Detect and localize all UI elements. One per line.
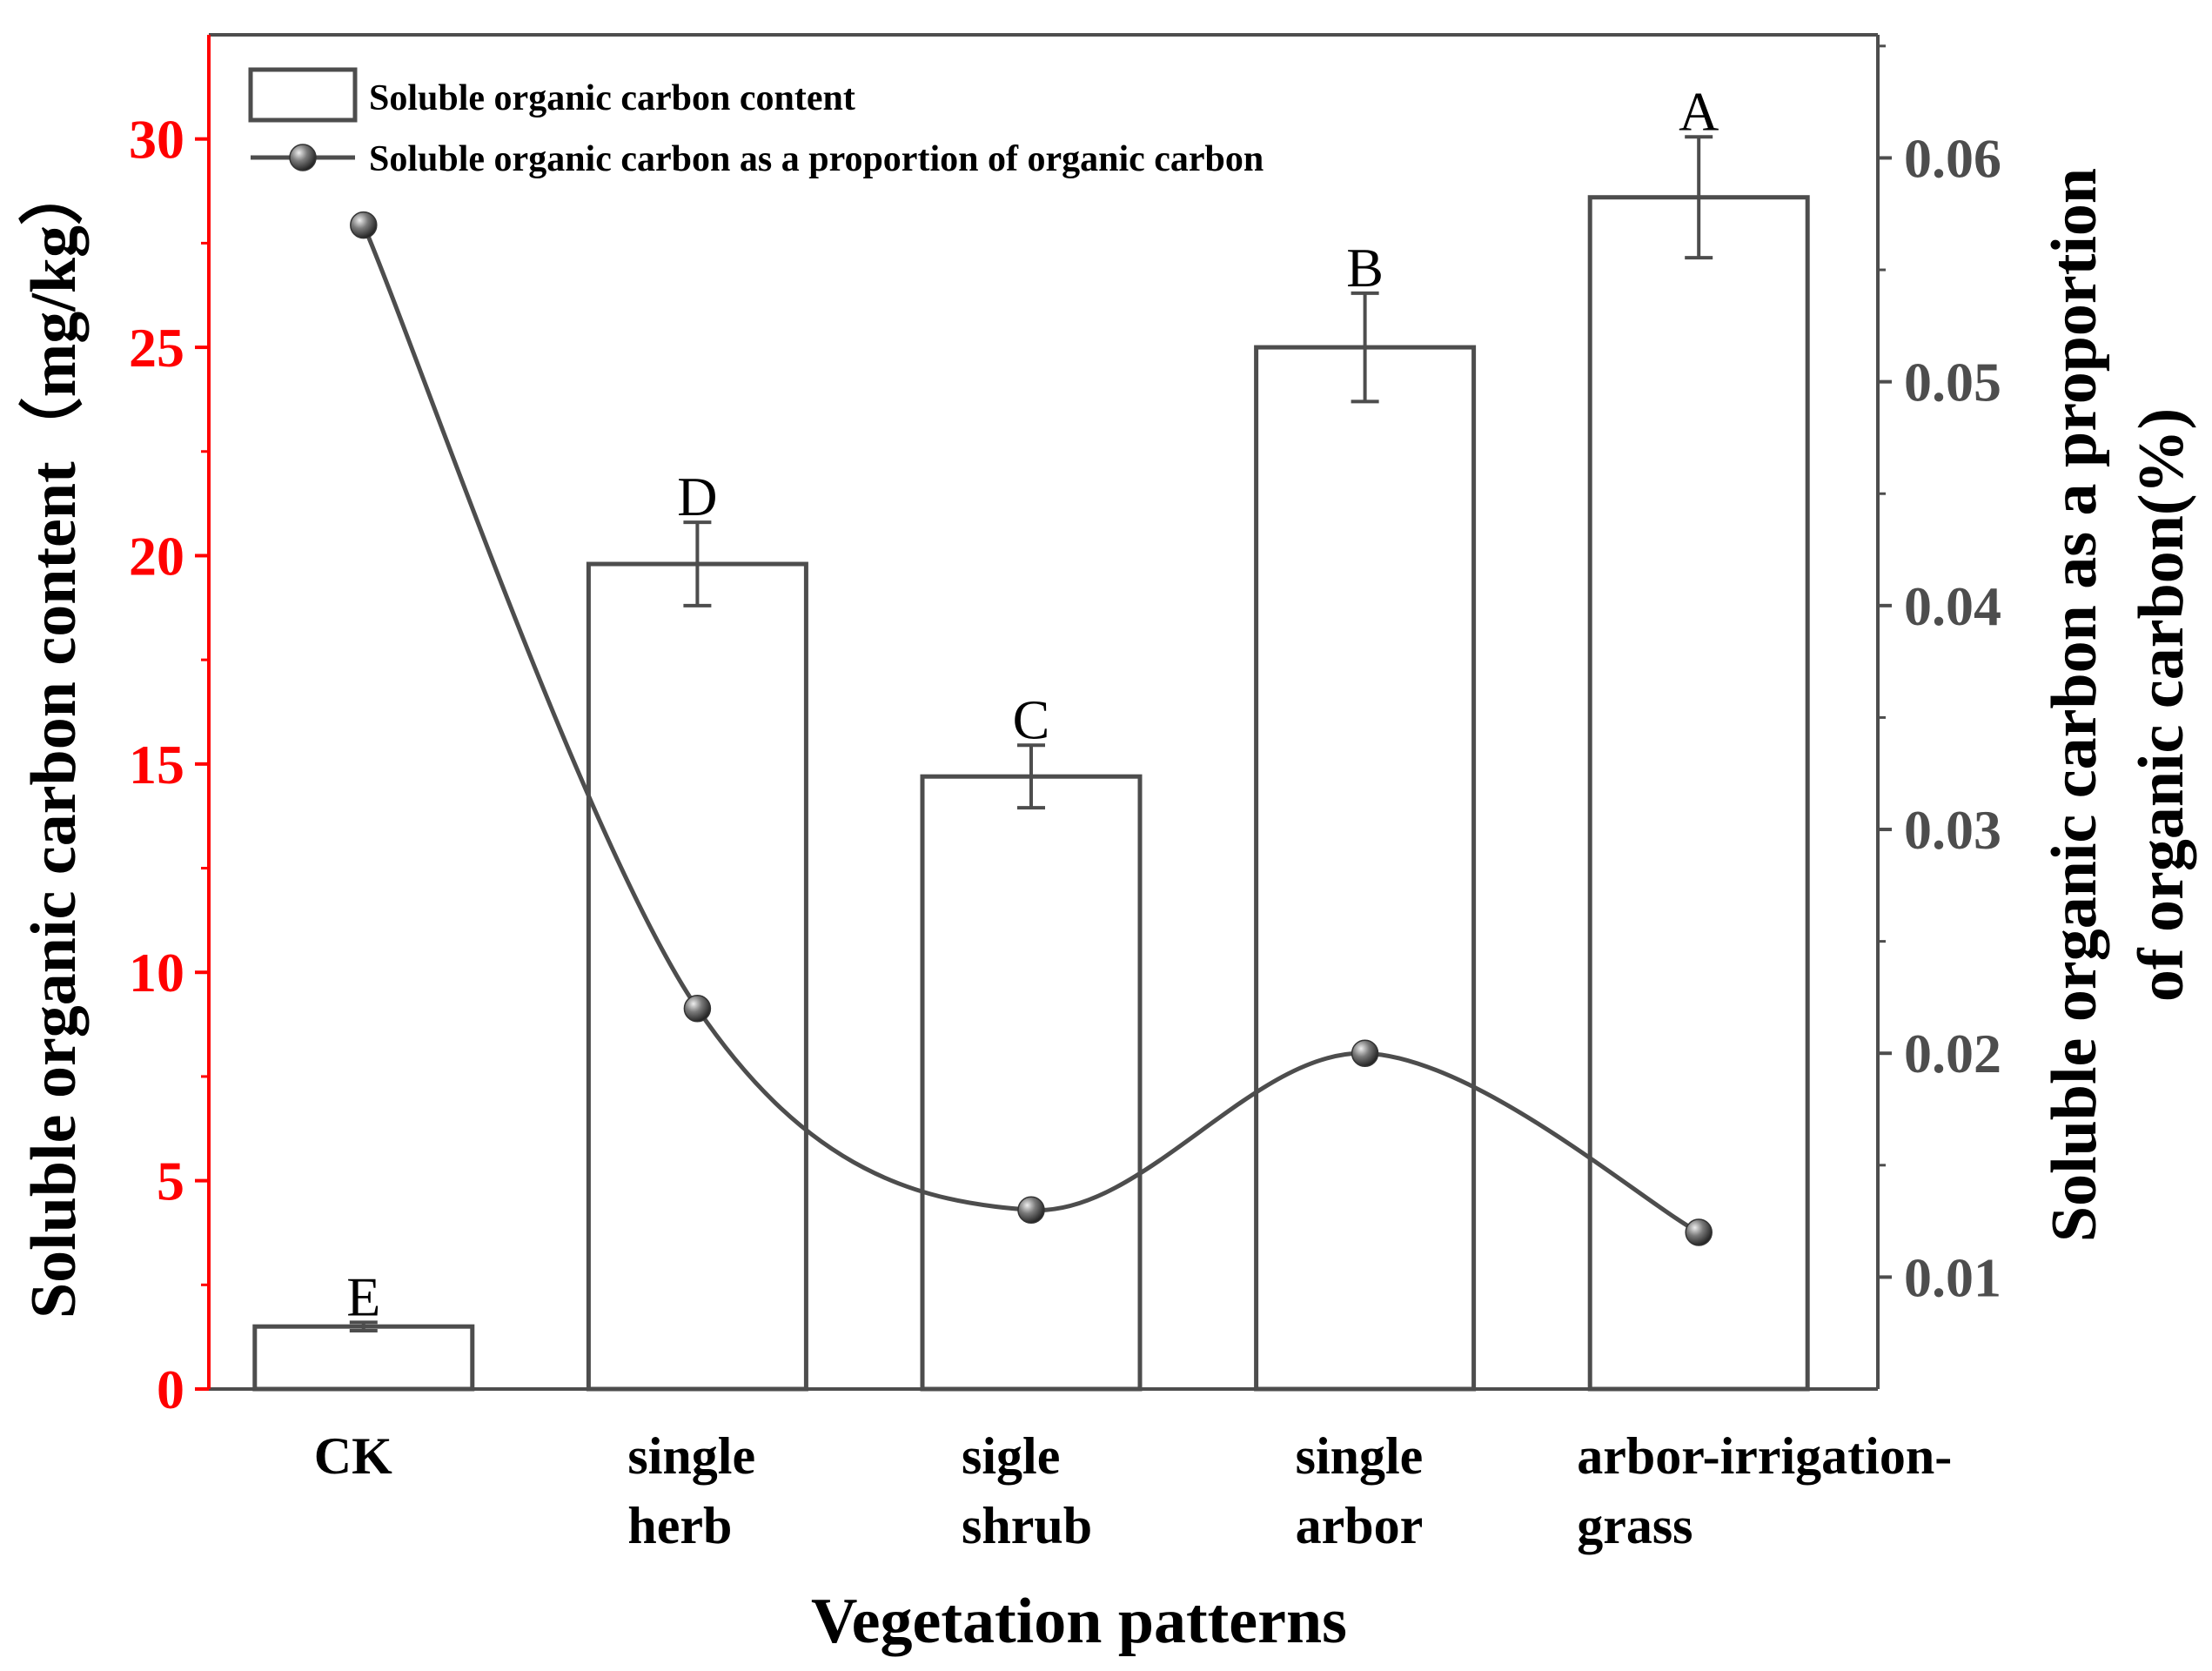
right-axis-title-line1: Soluble organic carbon as a proportion: [2039, 168, 2110, 1242]
line-point: [683, 995, 712, 1023]
line-point: [1685, 1218, 1713, 1246]
left-tick-label: 5: [157, 1151, 184, 1212]
x-category-label: single: [1296, 1427, 1424, 1485]
left-axis-title: Soluble organic carbon content（mg/kg）: [18, 161, 90, 1319]
x-category-label: shrub: [962, 1497, 1092, 1554]
right-tick-label: 0.03: [1904, 799, 2001, 861]
right-tick-label: 0.01: [1904, 1246, 2001, 1308]
left-tick-label: 30: [129, 109, 184, 171]
x-category-label: grass: [1577, 1497, 1693, 1554]
right-tick-label: 0.05: [1904, 352, 2001, 413]
bar: [252, 1324, 475, 1392]
legend-bar-label: Soluble organic carbon content: [369, 78, 855, 118]
bar: [1254, 345, 1477, 1392]
left-tick-label: 20: [129, 525, 184, 587]
x-category-label: single: [627, 1427, 755, 1485]
left-tick-label: 15: [129, 734, 184, 795]
left-tick-label: 25: [129, 317, 184, 379]
x-category-label: sigle: [962, 1427, 1060, 1485]
bar: [920, 774, 1143, 1392]
x-category-label: arbor: [1296, 1497, 1424, 1554]
significance-letter: D: [677, 466, 717, 527]
right-tick-label: 0.06: [1904, 127, 2001, 189]
legend-line-marker: [289, 144, 317, 171]
left-tick-label: 10: [129, 942, 184, 1003]
x-category-label: CK: [314, 1427, 392, 1485]
x-category-label: arbor-irrigation-: [1577, 1427, 1952, 1485]
line-series: [350, 211, 1713, 1246]
right-tick-label: 0.04: [1904, 575, 2001, 637]
line-point: [1017, 1196, 1045, 1224]
bar: [1587, 195, 1810, 1392]
legend: Soluble organic carbon content Soluble or…: [248, 67, 1264, 179]
line-point: [350, 211, 378, 239]
x-axis-title: Vegetation patterns: [811, 1586, 1347, 1657]
bar: [586, 561, 808, 1392]
x-category-label: herb: [627, 1497, 732, 1554]
significance-letter: A: [1679, 80, 1719, 142]
significance-letter: C: [1013, 688, 1050, 750]
right-axis-title-line2: of organic carbon(%): [2126, 408, 2197, 1002]
bar-series: E D C B A: [252, 80, 1810, 1392]
left-tick-label: 0: [157, 1359, 184, 1420]
line-curve: [361, 224, 1700, 1235]
significance-letter: B: [1346, 237, 1384, 299]
significance-letter: E: [346, 1265, 380, 1327]
line-point: [1351, 1039, 1379, 1067]
legend-line-label: Soluble organic carbon as a proportion o…: [369, 139, 1264, 179]
legend-bar-swatch: [248, 67, 358, 123]
right-tick-label: 0.02: [1904, 1023, 2001, 1084]
